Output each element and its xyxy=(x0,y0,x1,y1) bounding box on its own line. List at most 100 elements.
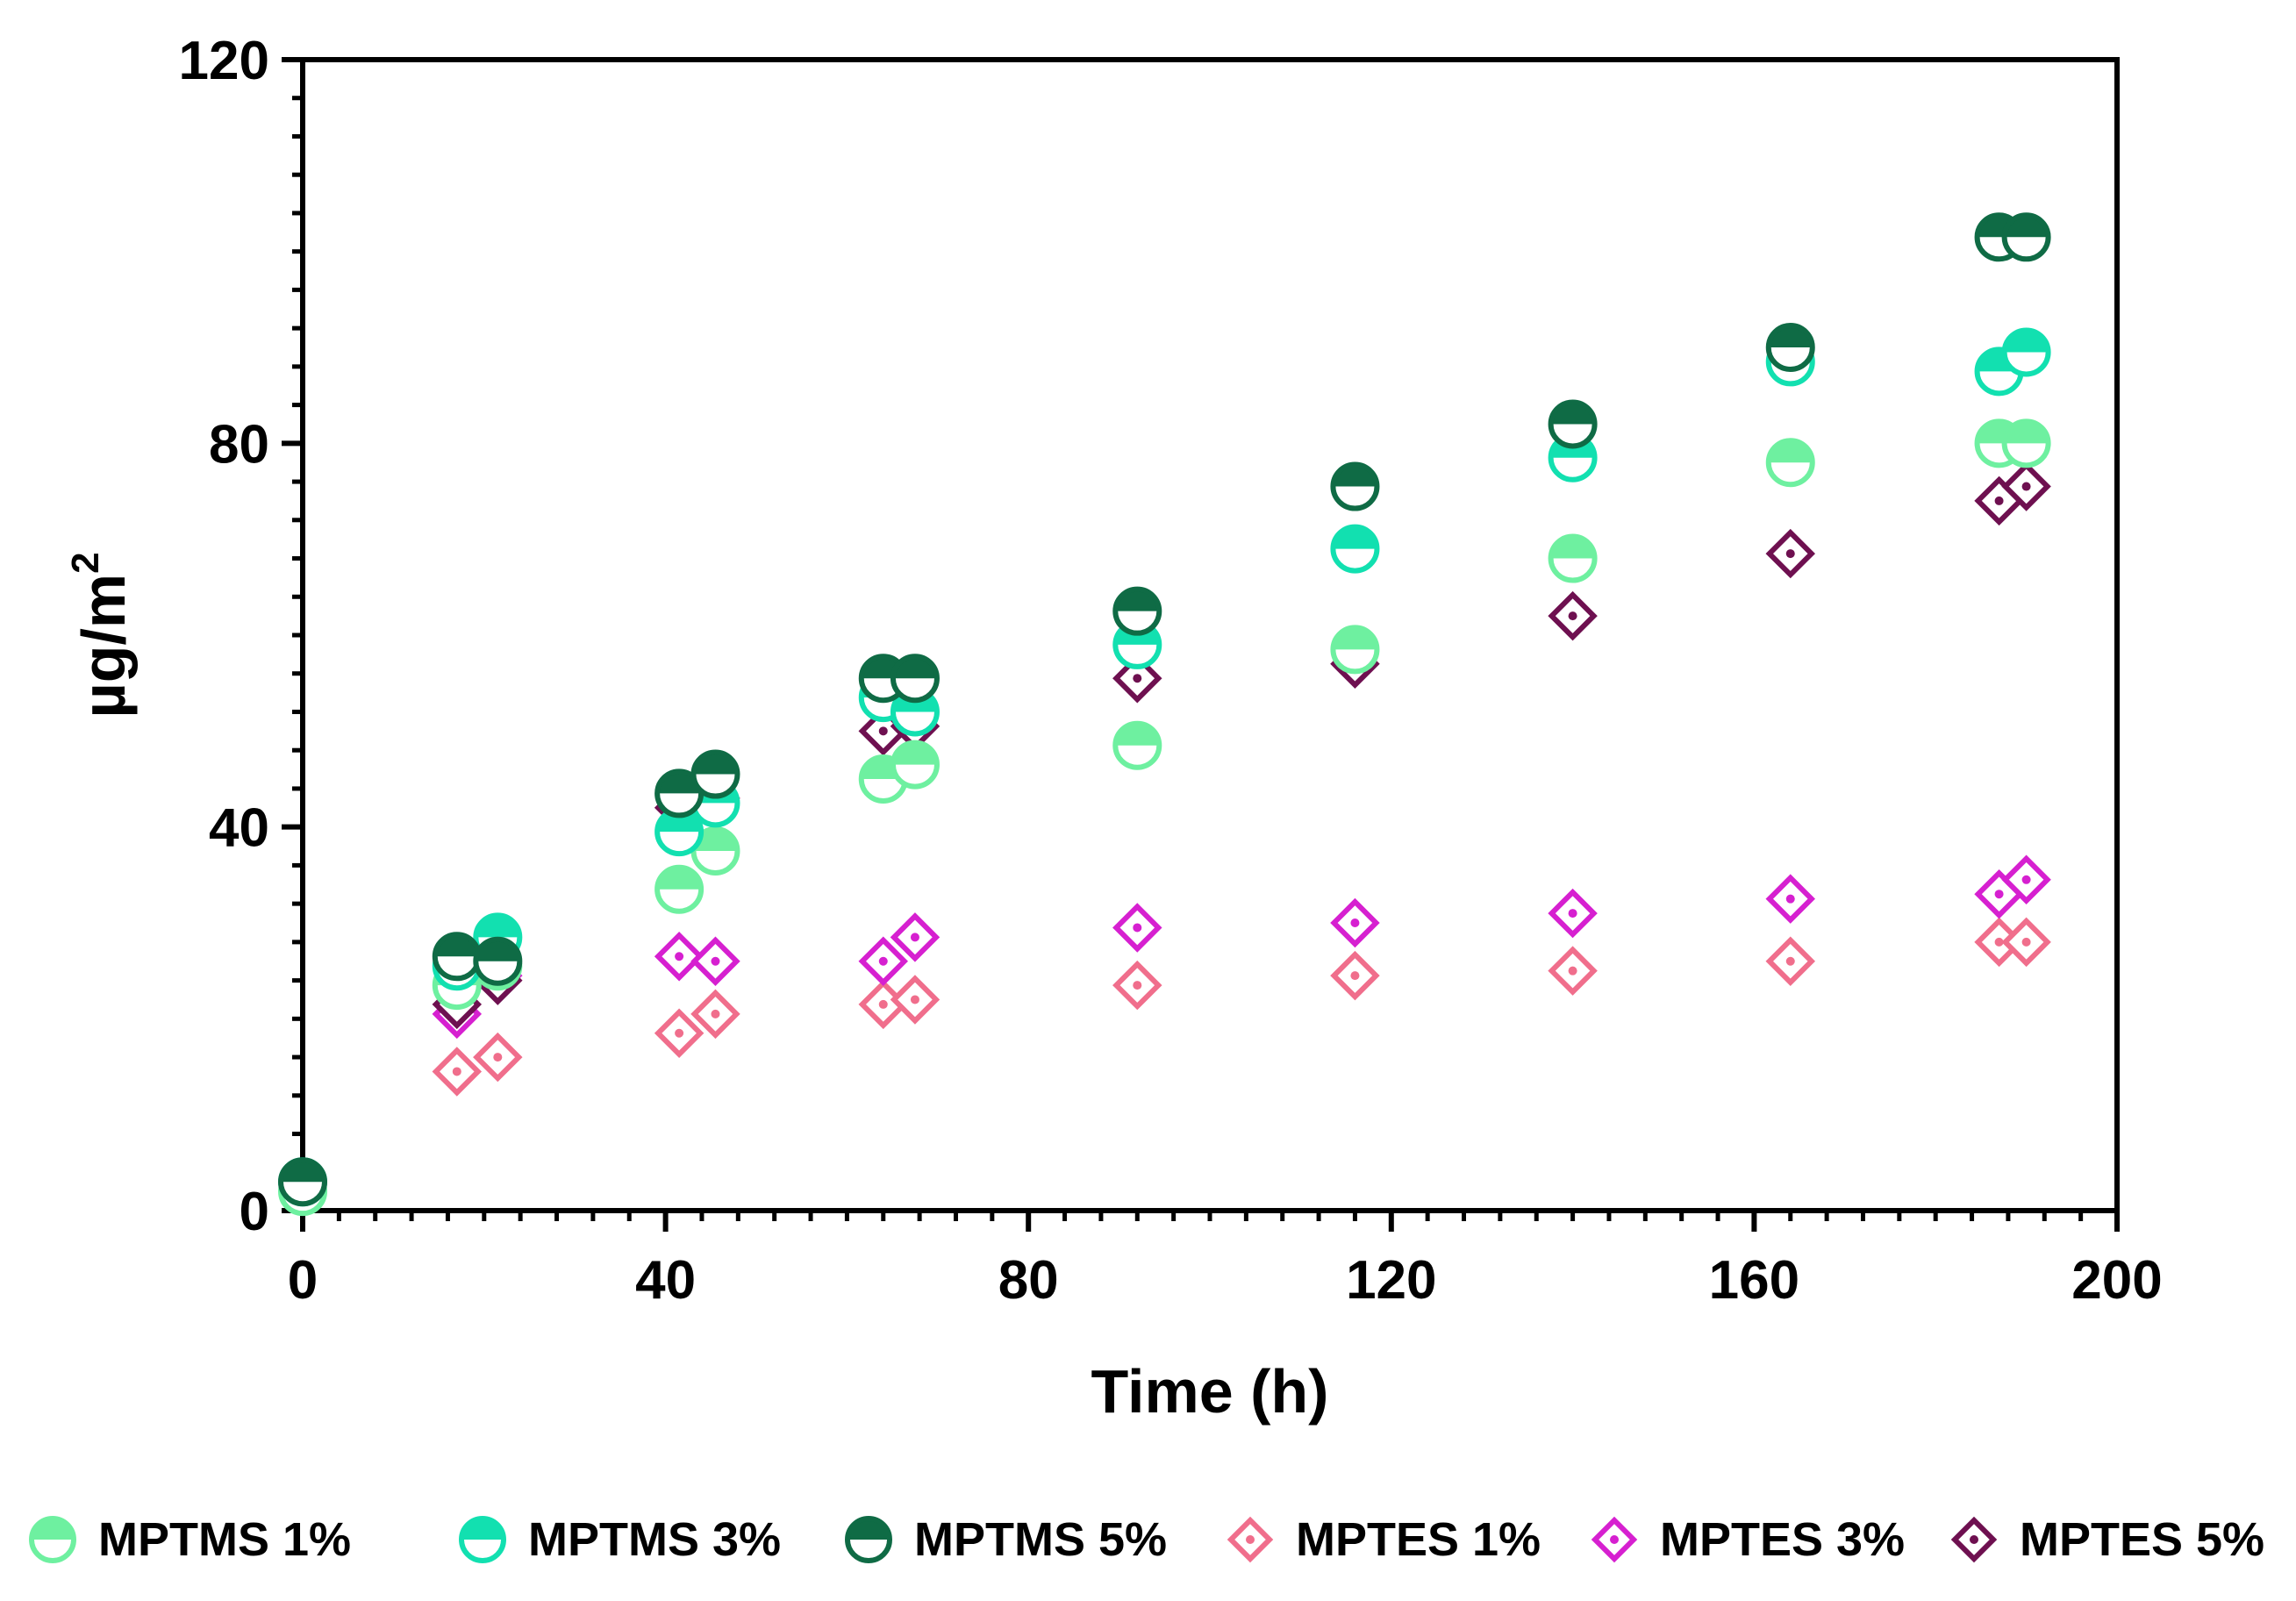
marker-center-dot xyxy=(1350,971,1360,981)
x-tick-label: 80 xyxy=(998,1250,1059,1311)
axis-ticks xyxy=(282,57,2120,1232)
half-circle-marker-icon xyxy=(29,1516,76,1563)
marker-outline xyxy=(2001,418,2051,468)
data-point xyxy=(1112,960,1162,1011)
data-point xyxy=(1112,653,1162,704)
marker-outline xyxy=(1112,720,1162,770)
marker-center-dot xyxy=(878,999,888,1009)
marker-center-dot xyxy=(910,933,919,942)
data-point xyxy=(2001,327,2051,377)
series-mptes-3- xyxy=(432,854,2051,1040)
data-point xyxy=(890,740,940,790)
data-point xyxy=(654,864,705,914)
y-tick-label: 80 xyxy=(209,414,269,475)
diamond-marker-icon xyxy=(1950,1516,1998,1563)
data-point xyxy=(2001,418,2051,468)
legend: MPTMS 1% MPTMS 3% MPTMS 5% MPTES 1% MPTE… xyxy=(0,1491,2296,1588)
x-tick-label: 200 xyxy=(2071,1250,2162,1311)
marker-outline xyxy=(473,936,523,986)
x-tick-label: 120 xyxy=(1346,1250,1436,1311)
legend-item-mptes-3: MPTES 3% xyxy=(1588,1491,1905,1588)
marker-center-dot xyxy=(1610,1535,1619,1544)
marker-center-dot xyxy=(878,726,888,736)
data-point xyxy=(2001,854,2051,905)
data-point xyxy=(654,768,705,818)
y-tick-label: 120 xyxy=(179,31,269,91)
marker-center-dot xyxy=(452,1067,461,1076)
marker-center-dot xyxy=(1785,894,1795,904)
data-point xyxy=(1112,903,1162,953)
data-point xyxy=(1330,524,1380,574)
x-tick-label: 40 xyxy=(635,1250,696,1311)
marker-center-dot xyxy=(2021,482,2031,491)
marker-outline xyxy=(2001,212,2051,262)
legend-item-mptes-5: MPTES 5% xyxy=(1948,1491,2264,1588)
marker-center-dot xyxy=(1568,966,1577,976)
marker-outline xyxy=(29,1516,76,1563)
marker-outline xyxy=(2001,327,2051,377)
data-point xyxy=(432,932,482,982)
data-point xyxy=(690,989,740,1040)
data-point xyxy=(432,1047,483,1097)
x-axis-title: Time (h) xyxy=(1091,1357,1329,1426)
data-point xyxy=(1330,950,1380,1001)
marker-center-dot xyxy=(493,1053,503,1062)
marker-center-dot xyxy=(711,1009,720,1018)
marker-center-dot xyxy=(1133,923,1142,933)
chart-svg: 0 40 80 120 0 40 80 120 160 200 Time (h)… xyxy=(64,31,2163,1426)
x-tick-labels: 0 40 80 120 160 200 xyxy=(288,1250,2163,1311)
data-point xyxy=(654,1008,705,1058)
legend-item-mptms-3: MPTMS 3% xyxy=(456,1491,781,1588)
data-point xyxy=(2001,917,2051,968)
marker-outline xyxy=(890,740,940,790)
y-axis-title: µg/m2 xyxy=(64,552,138,718)
marker-outline xyxy=(1330,524,1380,574)
marker-center-dot xyxy=(675,952,684,961)
data-point xyxy=(890,912,941,962)
data-point xyxy=(690,936,740,986)
marker-center-dot xyxy=(1970,1535,1978,1544)
data-point xyxy=(1330,625,1380,675)
legend-label: MPTMS 5% xyxy=(914,1513,1168,1566)
marker-outline xyxy=(845,1516,892,1563)
marker-center-dot xyxy=(878,956,888,966)
diamond-marker-icon xyxy=(1227,1516,1274,1563)
data-point xyxy=(1112,619,1162,669)
legend-label: MPTES 5% xyxy=(2020,1513,2265,1566)
marker-outline xyxy=(278,1157,327,1207)
y-axis-title-main: µg/m xyxy=(69,574,138,718)
marker-center-dot xyxy=(1133,674,1142,683)
data-point xyxy=(1112,586,1162,636)
series-mptes-1- xyxy=(432,917,2051,1097)
data-point xyxy=(1765,936,1816,986)
marker-outline xyxy=(1765,323,1815,372)
marker-outline xyxy=(654,864,705,914)
marker-center-dot xyxy=(1994,890,2004,899)
data-point xyxy=(858,936,909,986)
marker-center-dot xyxy=(1568,909,1577,918)
legend-item-mptms-1: MPTMS 1% xyxy=(26,1491,351,1588)
x-tick-label: 0 xyxy=(288,1250,318,1311)
data-point xyxy=(1548,888,1598,939)
data-point xyxy=(473,936,523,986)
data-point xyxy=(1548,590,1598,641)
data-point xyxy=(473,1032,523,1083)
marker-outline xyxy=(1112,586,1162,636)
data-point xyxy=(1330,461,1380,511)
marker-outline xyxy=(1548,533,1598,583)
data-point xyxy=(1548,399,1598,449)
marker-center-dot xyxy=(1785,956,1795,966)
data-point xyxy=(1330,897,1380,948)
data-point xyxy=(1548,533,1598,583)
series-mptms-5- xyxy=(278,212,2051,1207)
marker-outline xyxy=(1548,399,1598,449)
marker-outline xyxy=(1330,625,1380,675)
marker-outline xyxy=(1765,438,1815,488)
marker-center-dot xyxy=(1785,549,1795,559)
data-point xyxy=(690,749,740,799)
legend-item-mptes-1: MPTES 1% xyxy=(1224,1491,1541,1588)
legend-label: MPTES 3% xyxy=(1660,1513,1906,1566)
marker-center-dot xyxy=(2021,875,2031,884)
half-circle-marker-icon xyxy=(459,1516,506,1563)
y-tick-label: 0 xyxy=(240,1182,269,1242)
